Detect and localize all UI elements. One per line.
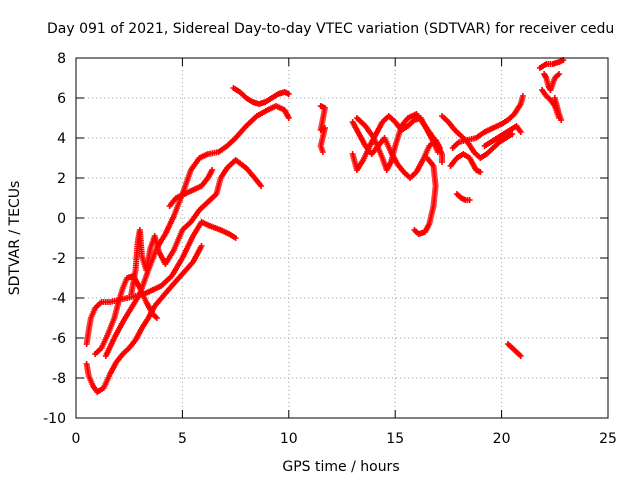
x-axis-ticks: 0 5 10 15 20 25 <box>72 58 617 447</box>
series-track-s <box>536 57 567 71</box>
y-tick-label: 8 <box>57 51 66 67</box>
data-point <box>477 169 484 175</box>
series-track-q <box>481 123 524 149</box>
data-point <box>411 227 418 233</box>
plot-frame <box>75 57 609 419</box>
x-tick-label: 5 <box>178 431 187 447</box>
data-point <box>439 159 446 165</box>
data-point <box>466 197 473 203</box>
chart-title: Day 091 of 2021, Sidereal Day-to-day VTE… <box>47 21 614 37</box>
series-track-o <box>447 151 484 175</box>
data-point <box>258 183 265 189</box>
data-point <box>285 91 292 97</box>
series-track-k <box>353 111 446 173</box>
series-track-f <box>166 167 216 209</box>
x-axis-label: GPS time / hours <box>282 459 399 475</box>
x-tick-label: 25 <box>599 431 617 447</box>
series-track-t <box>541 71 563 93</box>
data-point <box>558 117 565 123</box>
y-tick-label: -4 <box>52 291 66 307</box>
data-point <box>285 115 292 121</box>
data-point <box>517 129 524 135</box>
x-tick-label: 10 <box>280 431 298 447</box>
y-tick-label: -10 <box>43 411 66 427</box>
x-tick-label: 15 <box>386 431 404 447</box>
series-track-a <box>83 243 205 395</box>
y-axis-label: SDTVAR / TECUs <box>7 181 23 296</box>
x-tick-label: 0 <box>72 431 81 447</box>
data-point <box>232 235 239 241</box>
series-track-r <box>504 341 524 359</box>
data-point <box>556 71 563 77</box>
y-axis-ticks: -10 -8 -6 -4 -2 0 2 4 6 8 <box>43 51 608 427</box>
data-point <box>517 353 524 359</box>
y-tick-label: 0 <box>57 211 66 227</box>
y-tick-label: 2 <box>57 171 66 187</box>
series-track-p <box>453 191 473 203</box>
x-tick-label: 20 <box>493 431 511 447</box>
series-track-e <box>128 157 265 297</box>
y-tick-label: 4 <box>57 131 66 147</box>
data-point <box>319 149 326 155</box>
data-point <box>519 93 526 99</box>
series-track-h <box>317 103 328 155</box>
y-tick-label: -2 <box>52 251 66 267</box>
data-points <box>83 57 567 395</box>
data-point <box>153 315 160 321</box>
y-tick-label: 6 <box>57 91 66 107</box>
data-point <box>198 243 205 249</box>
series-track-m <box>439 113 516 161</box>
series-track-n <box>449 93 526 151</box>
series-track-l <box>411 155 439 237</box>
y-tick-label: -8 <box>52 371 66 387</box>
y-tick-label: -6 <box>52 331 66 347</box>
series-track-v <box>551 95 565 123</box>
data-point <box>209 167 216 173</box>
series-track-d <box>102 103 292 359</box>
series-track-g <box>230 85 292 107</box>
